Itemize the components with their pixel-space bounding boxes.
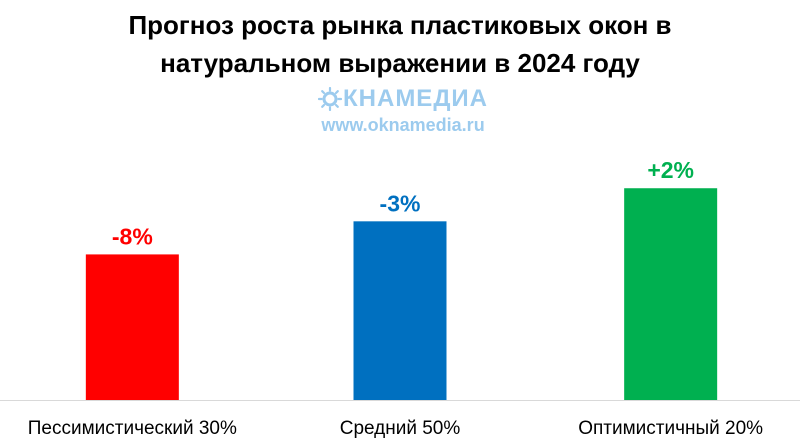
chart-title: Прогноз роста рынка пластиковых окон в н…: [0, 6, 800, 82]
bar-1: [85, 254, 179, 400]
data-label-2: -3%: [380, 190, 421, 216]
category-label-3: Оптимистичный 20%: [578, 418, 763, 439]
data-label-1: -8%: [112, 223, 153, 249]
chart-title-line-1: Прогноз роста рынка пластиковых окон в: [128, 10, 672, 40]
category-label-2: Средний 50%: [340, 418, 461, 439]
category-label-1: Пессимистический 30%: [28, 418, 237, 439]
watermark-url: www.oknamedia.ru: [321, 115, 485, 135]
chart-title-line-2: натуральном выражении в 2024 году: [160, 48, 640, 78]
watermark-logo: КНАМЕДИА: [298, 84, 508, 114]
sun-logo-icon: [318, 87, 342, 111]
data-label-3: +2%: [647, 157, 694, 183]
watermark-logo-text: КНАМЕДИА: [343, 85, 488, 112]
watermark: КНАМЕДИА www.oknamedia.ru: [298, 84, 508, 136]
bar-3: [624, 188, 718, 400]
bar-2: [353, 221, 447, 400]
